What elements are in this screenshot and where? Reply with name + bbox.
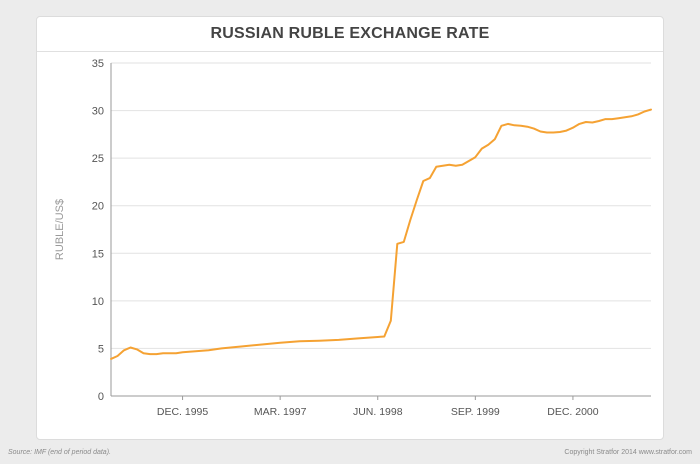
chart-card: RUSSIAN RUBLE EXCHANGE RATE 0 5 10 15 20 25 30… bbox=[36, 16, 664, 440]
x-tick-label-2: JUN. 1998 bbox=[353, 406, 403, 418]
x-tick-label-1: MAR. 1997 bbox=[254, 406, 307, 418]
y-tick-label-20: 20 bbox=[92, 201, 104, 213]
series-line-0 bbox=[110, 108, 652, 360]
y-tick-label-25: 25 bbox=[92, 153, 104, 165]
y-tick-label-35: 35 bbox=[92, 58, 104, 70]
x-tick-label-3: SEP. 1999 bbox=[451, 406, 500, 418]
y-axis-label: RUBLE/US$ bbox=[54, 199, 66, 260]
x-tick-label-0: DEC. 1995 bbox=[157, 406, 209, 418]
chart-footer: Source: IMF (end of period data). Copyri… bbox=[8, 449, 692, 456]
y-tick-label-30: 30 bbox=[92, 106, 104, 118]
y-tick-label-10: 10 bbox=[92, 296, 104, 308]
y-tick-label-5: 5 bbox=[98, 343, 104, 355]
source-note: Source: IMF (end of period data). bbox=[8, 449, 111, 456]
y-tick-label-15: 15 bbox=[92, 248, 104, 260]
x-tick-label-4: DEC. 2000 bbox=[547, 406, 599, 418]
line-chart: 0 5 10 15 20 25 30 35 DEC. 1995 MAR. 1997 JUN. 199… bbox=[54, 58, 652, 418]
y-tick-label-0: 0 bbox=[98, 391, 104, 403]
chart-title-bar: RUSSIAN RUBLE EXCHANGE RATE bbox=[37, 17, 663, 52]
chart-title: RUSSIAN RUBLE EXCHANGE RATE bbox=[210, 25, 490, 42]
copyright-note: Copyright Stratfor 2014 www.stratfor.com bbox=[564, 449, 692, 456]
